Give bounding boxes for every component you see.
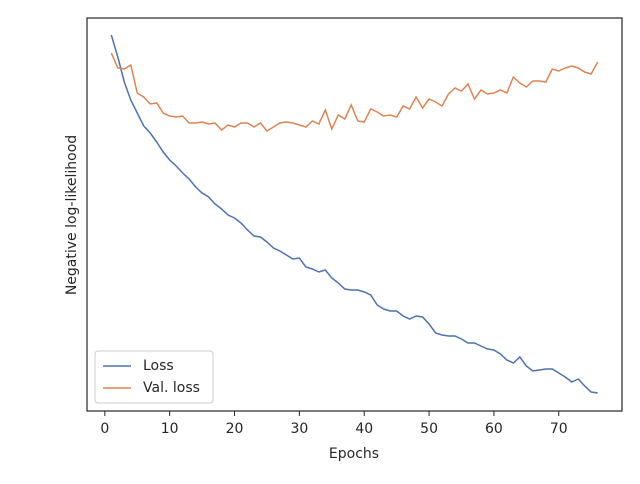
x-tick-label: 50 <box>420 421 438 437</box>
legend-label: Val. loss <box>143 380 200 396</box>
x-axis-label: Epochs <box>329 446 379 462</box>
plot-frame <box>86 17 623 412</box>
y-axis-label: Negative log-likelihood <box>64 135 80 295</box>
x-tick-label: 60 <box>485 421 503 437</box>
x-tick-label: 40 <box>355 421 373 437</box>
legend-label: Loss <box>143 358 174 374</box>
x-tick-label: 0 <box>100 421 109 437</box>
x-tick-label: 10 <box>161 421 179 437</box>
x-tick-label: 30 <box>290 421 308 437</box>
x-tick-label: 70 <box>550 421 568 437</box>
series-line <box>110 52 599 132</box>
series-line <box>110 34 598 394</box>
legend-box <box>94 350 214 404</box>
x-tick-label: 20 <box>226 421 244 437</box>
